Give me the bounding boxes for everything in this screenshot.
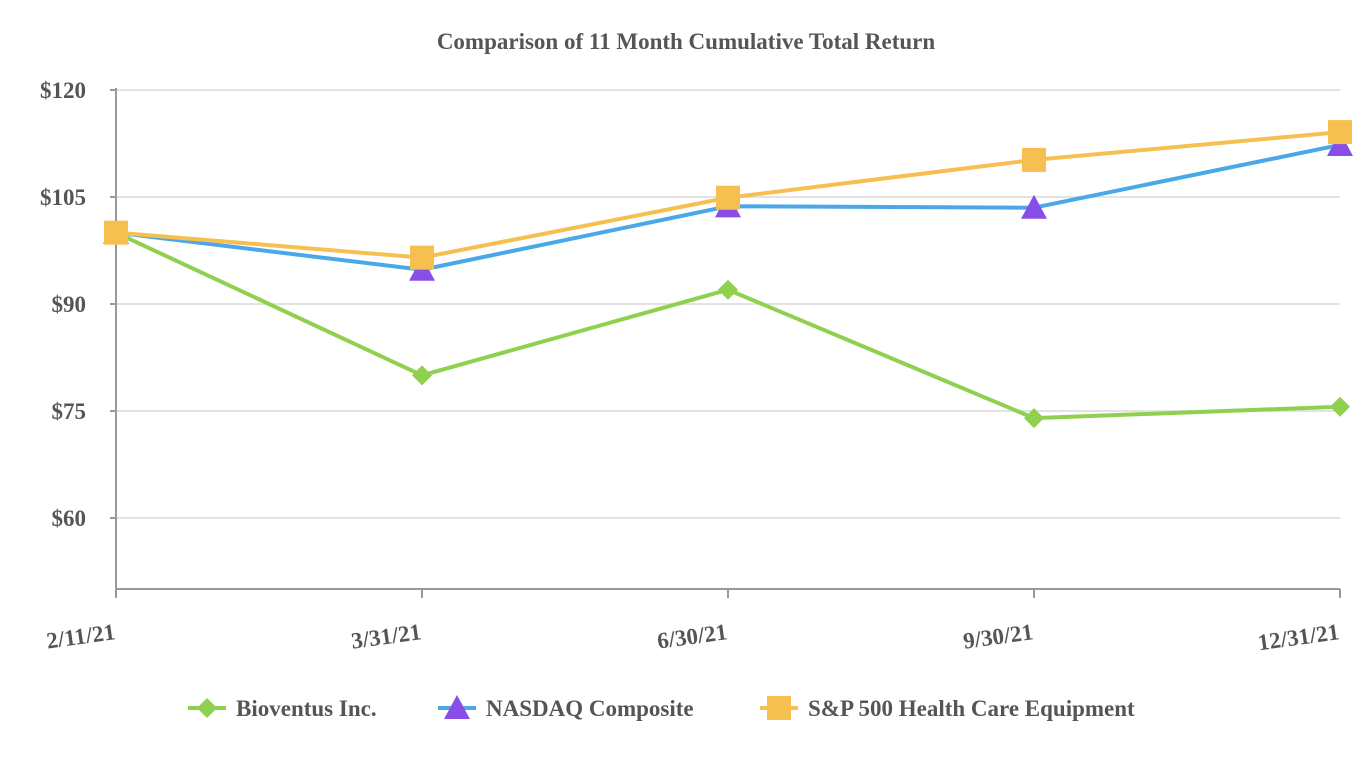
y-tick-label: $90 xyxy=(52,292,87,317)
legend-item: Bioventus Inc. xyxy=(188,696,377,721)
legend-marker xyxy=(444,695,470,720)
x-tick-label: 3/31/21 xyxy=(350,619,423,654)
data-point-marker xyxy=(1330,396,1350,417)
legend-item: NASDAQ Composite xyxy=(438,695,694,721)
data-point-marker xyxy=(716,185,740,210)
legend-label: S&P 500 Health Care Equipment xyxy=(808,696,1135,721)
data-point-marker xyxy=(1024,408,1044,429)
legend-marker xyxy=(197,698,217,718)
data-point-marker xyxy=(104,220,128,245)
y-tick-label: $120 xyxy=(40,78,86,103)
chart-title: Comparison of 11 Month Cumulative Total … xyxy=(437,29,936,54)
legend-label: Bioventus Inc. xyxy=(236,696,377,721)
x-tick-label: 6/30/21 xyxy=(656,619,729,654)
data-point-marker xyxy=(1328,120,1352,145)
axes xyxy=(110,88,1341,598)
y-tick-labels: $60 $75 $90 $105 $120 xyxy=(40,78,86,531)
x-tick-label: 12/31/21 xyxy=(1256,619,1340,655)
x-tick-label: 2/11/21 xyxy=(45,619,117,653)
legend-label: NASDAQ Composite xyxy=(486,696,694,721)
y-tick-label: $60 xyxy=(52,506,87,531)
data-point-marker xyxy=(410,245,434,270)
legend-item: S&P 500 Health Care Equipment xyxy=(760,696,1135,721)
data-point-marker xyxy=(412,365,432,386)
data-point-marker xyxy=(1022,147,1046,172)
legend-marker xyxy=(767,696,791,720)
legend: Bioventus Inc. NASDAQ Composite S&P 500 He… xyxy=(188,695,1135,721)
data-point-marker xyxy=(718,279,738,300)
series-line xyxy=(115,230,1341,421)
series-lines xyxy=(115,130,1341,421)
x-tick-label: 9/30/21 xyxy=(962,619,1035,654)
series-markers xyxy=(103,120,1353,429)
data-point-marker xyxy=(1021,194,1047,219)
grid-lines xyxy=(116,89,1340,519)
y-tick-label: $75 xyxy=(52,399,87,424)
y-tick-label: $105 xyxy=(40,185,86,210)
x-tick-labels: 2/11/21 3/31/21 6/30/21 9/30/21 12/31/21 xyxy=(45,619,1341,655)
